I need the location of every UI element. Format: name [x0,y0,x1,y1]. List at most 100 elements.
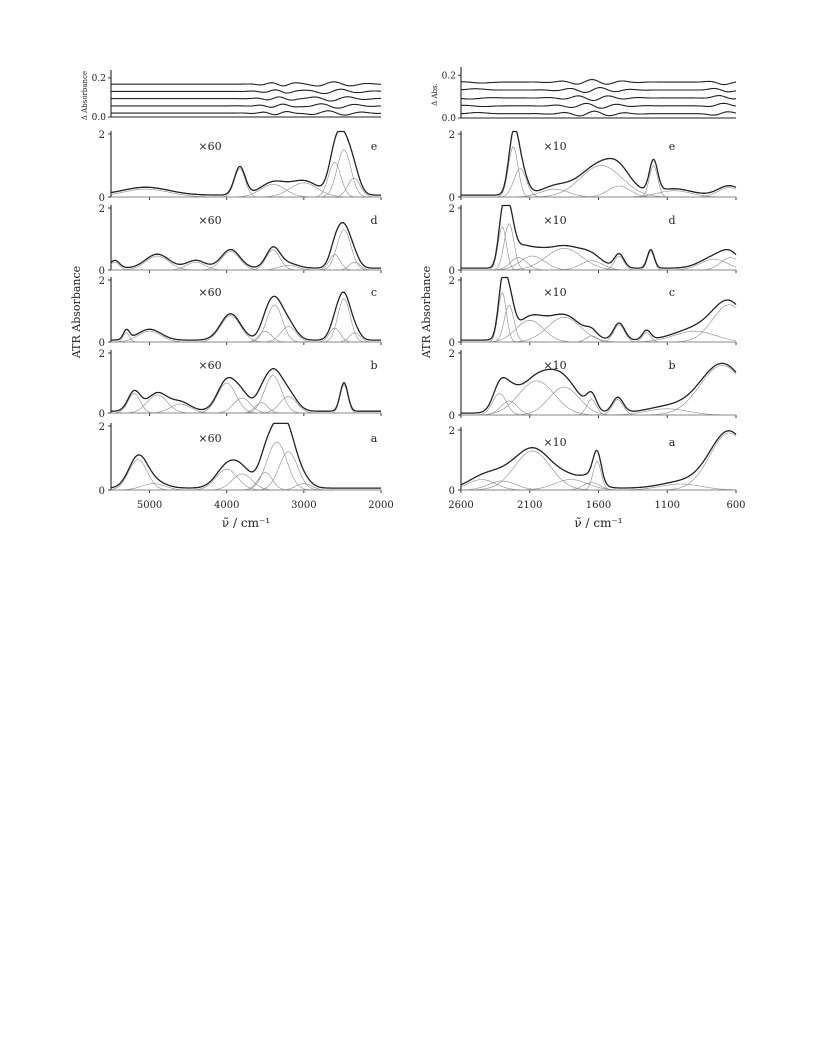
y-tick-label: 0 [449,338,455,349]
component-band [461,187,737,198]
residual-panel: 0.0 0.2Δ Absorbance [81,70,382,123]
fitted-envelope [111,291,381,341]
fitted-envelope [110,222,381,269]
component-band [461,432,737,491]
fitted-envelope [461,362,737,414]
x-tick-label: 600 [726,500,745,511]
residual-y-tick-label: 0.0 [92,113,107,123]
component-band [111,397,381,414]
y-tick-label: 0 [99,409,105,420]
spectrum-panel-c: 0 2 ×60 c [99,276,382,349]
component-band [111,394,381,414]
component-band [461,330,737,343]
scale-factor-label: ×10 [543,359,566,372]
component-band [111,402,381,414]
y-tick-label: 0 [99,266,105,277]
scale-factor-label: ×10 [543,140,566,153]
component-band [111,265,381,271]
residual-trace-a [461,79,737,86]
x-tick-label: 3000 [291,500,316,511]
panel-label: c [371,286,377,299]
spectrum-panel-d: 0 2 ×60 d [99,204,382,277]
component-band [111,441,381,491]
y-tick-label: 2 [449,204,455,215]
x-axis-label: ν̃ / cm⁻¹ [574,516,622,530]
scale-factor-label: ×60 [198,140,221,153]
spectrum-panel-e: 0 2 ×60 e [99,130,382,204]
fitted-envelope [111,368,381,412]
panel-label: d [668,214,675,227]
y-tick-label: 2 [449,276,455,287]
spectrum-panel-b: 0 2 ×60 b [99,349,382,420]
y-tick-label: 0 [99,486,105,497]
component-band [461,257,737,271]
component-band [111,327,381,343]
component-band [111,168,381,198]
scale-factor-label: ×10 [543,214,566,227]
spectrum-panel-b: 0 2 ×10 b [449,349,737,422]
x-tick-label: 1100 [655,500,680,511]
y-tick-label: 2 [449,426,455,437]
residual-trace-c [460,95,736,102]
y-tick-label: 2 [99,276,105,287]
residual-trace-e [461,110,737,117]
residual-y-label: Δ Abs. [431,83,439,106]
y-axis-label: ATR Absorbance [70,266,83,359]
residual-trace-b [460,87,737,93]
x-tick-label: 2000 [368,500,393,511]
residual-trace-e [111,110,382,116]
component-band [111,483,381,491]
component-band [111,332,381,343]
component-band [111,298,381,343]
component-band [111,403,381,414]
component-band [461,223,736,271]
component-band [461,365,737,416]
y-tick-label: 2 [99,422,105,433]
panel-label: a [669,436,676,449]
panel-label: e [669,140,676,153]
fitted-envelope [461,204,737,269]
component-band [461,304,737,343]
component-band [111,149,381,198]
component-band [111,262,381,271]
scale-factor-label: ×60 [198,359,221,372]
y-tick-label: 2 [449,130,455,141]
scale-factor-label: ×10 [543,436,566,449]
panel-label: b [370,359,377,372]
residual-trace-d [461,102,737,109]
panel-label: a [371,432,378,445]
spectrum-panel-e: 0 2 ×10 e [449,130,737,204]
component-band [111,396,381,414]
component-band [111,304,381,343]
residual-trace-b [111,88,381,95]
spectrum-panel-d: 0 2 ×10 d [449,204,737,277]
residual-y-tick-label: 0.0 [442,114,457,124]
y-tick-label: 2 [99,130,105,141]
x-axis-label: ν̃ / cm⁻¹ [222,516,270,530]
y-tick-label: 2 [99,349,105,360]
x-tick-label: 4000 [214,500,239,511]
component-band [461,255,736,271]
panel-label: e [371,140,378,153]
component-band [461,248,736,271]
spectrum-panel-c: 0 2 ×10 c [449,276,737,349]
y-tick-label: 0 [449,193,455,204]
residual-trace-c [111,96,381,102]
scale-factor-label: ×10 [543,286,566,299]
x-tick-label: 2600 [448,500,473,511]
y-tick-label: 0 [449,486,455,497]
component-band [461,482,736,491]
residual-y-tick-label: 0.2 [442,71,456,81]
panel-label: d [370,214,377,227]
scale-factor-label: ×60 [198,432,221,445]
fitted-envelope [460,430,737,489]
residual-panel: 0.0 0.2Δ Abs. [431,67,737,124]
residual-y-tick-label: 0.2 [92,74,106,84]
scale-factor-label: ×60 [198,214,221,227]
component-band [461,386,736,416]
component-band [461,461,736,491]
y-tick-label: 0 [449,411,455,422]
fitted-envelope [461,130,737,196]
spectrum-panel-a: 0 2 ×60 a [99,422,382,497]
